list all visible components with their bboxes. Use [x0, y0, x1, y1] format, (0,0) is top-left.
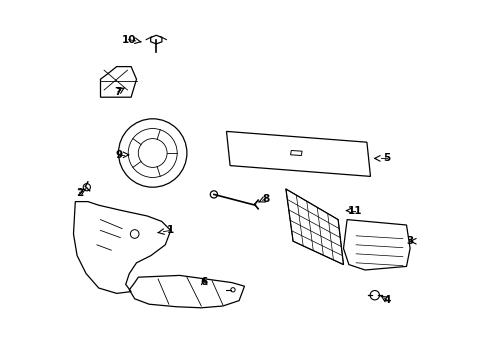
Text: 1: 1 [167, 225, 174, 235]
Text: 6: 6 [200, 276, 207, 287]
Text: 10: 10 [121, 35, 136, 45]
Text: 11: 11 [347, 206, 362, 216]
Text: 7: 7 [114, 87, 121, 97]
Text: 4: 4 [382, 294, 389, 305]
Text: 3: 3 [406, 236, 413, 246]
Text: 8: 8 [262, 194, 269, 204]
Text: 5: 5 [382, 153, 389, 163]
Text: 9: 9 [116, 150, 122, 160]
Text: 2: 2 [76, 188, 83, 198]
